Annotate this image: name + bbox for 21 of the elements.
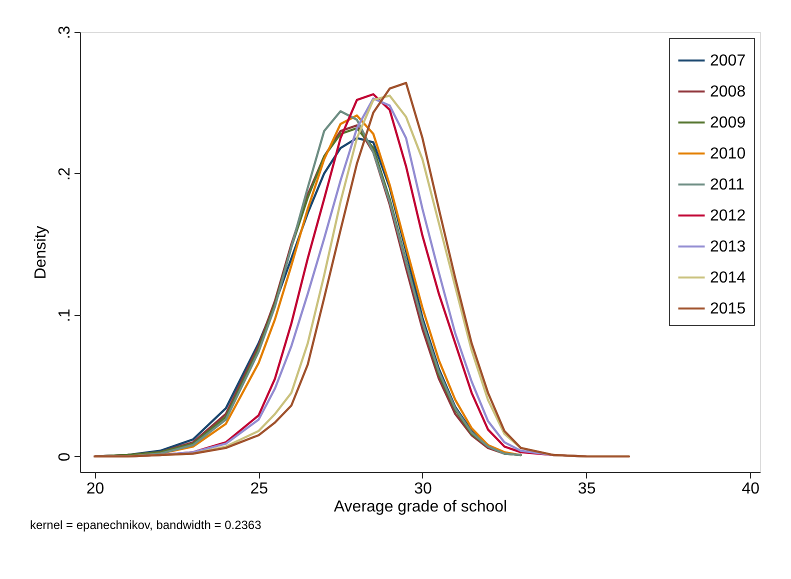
legend-label: 2009 [710,114,746,132]
y-tick-label: 0 [56,452,74,462]
text: kernel = epanechnikov, bandwidth = 0.2363 [30,518,262,532]
legend-label: 2012 [710,208,746,224]
y-tick-label: .2 [56,167,74,181]
y-tick-label: .3 [56,26,74,40]
x-tick-label: 40 [742,480,760,498]
legend-label: 2015 [710,300,746,318]
legend-label: 2010 [710,146,746,162]
legend-label: 2008 [710,84,746,100]
x-tick-label: 30 [414,480,432,498]
legend-label: 2014 [710,270,746,286]
legend-label: 2007 [710,52,746,70]
legend-label: 2011 [710,176,745,194]
y-tick-label: .1 [56,308,74,322]
y-axis-title: Density [32,226,50,280]
x-tick-label: 35 [578,480,596,498]
x-axis-title: Average grade of school [334,498,508,516]
x-tick-label: 25 [250,480,268,498]
legend-label: 2013 [710,238,746,256]
x-tick-label: 20 [86,480,104,498]
